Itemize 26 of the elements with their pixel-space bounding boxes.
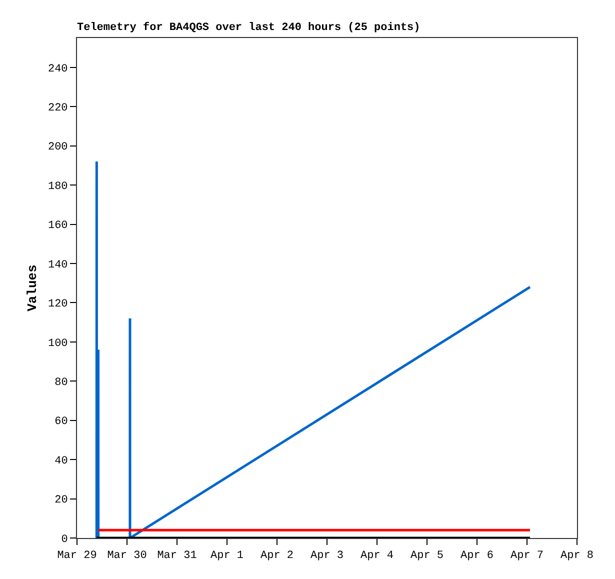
- y-tick-label: 120: [48, 298, 68, 311]
- y-axis-title: Values: [24, 264, 40, 312]
- y-tick-label: 220: [48, 102, 68, 114]
- y-tick-label: 20: [54, 494, 68, 507]
- x-tick-label: Apr 3: [310, 550, 344, 562]
- x-tick-label: Apr 4: [360, 550, 394, 562]
- y-tick-label: 60: [54, 416, 68, 428]
- x-tick-label: Apr 5: [410, 550, 444, 562]
- x-tick-label: Apr 7: [510, 550, 544, 562]
- y-tick-label: 180: [48, 180, 68, 193]
- y-tick-label: 0: [61, 534, 68, 546]
- x-tick-label: Apr 2: [260, 550, 294, 562]
- y-tick-label: 140: [48, 259, 68, 272]
- x-tick-label: Apr 6: [460, 550, 494, 562]
- y-tick-label: 100: [48, 338, 68, 350]
- y-tick-label: 160: [48, 220, 68, 232]
- x-tick-label: Apr 1: [210, 550, 244, 562]
- chart-title: Telemetry for BA4QGS over last 240 hours (25 points): [77, 21, 420, 34]
- x-tick-label: Mar 29: [57, 550, 97, 562]
- x-tick-label: Apr 8: [560, 550, 594, 562]
- x-tick-label: Mar 30: [107, 550, 147, 562]
- y-tick-label: 80: [54, 376, 68, 389]
- y-tick-label: 40: [54, 455, 68, 468]
- x-tick-label: Mar 31: [157, 550, 198, 562]
- y-tick-label: 240: [48, 63, 68, 76]
- y-tick-label: 200: [48, 142, 68, 154]
